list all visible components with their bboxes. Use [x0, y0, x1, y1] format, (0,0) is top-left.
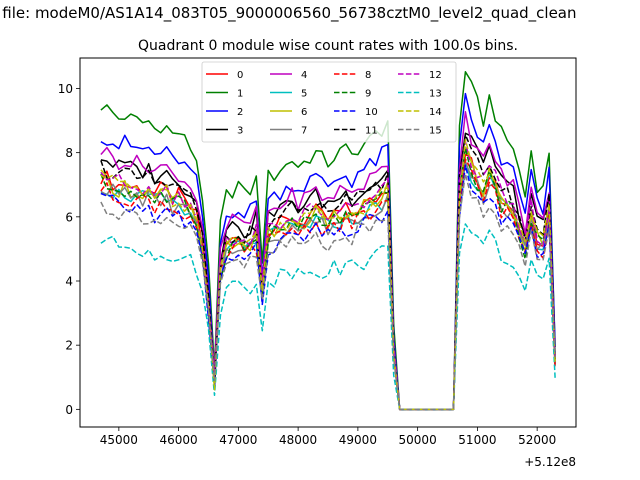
series-line-4 [100, 111, 556, 411]
x-tick-label: 49000 [339, 433, 377, 447]
legend-label-13: 13 [429, 89, 442, 100]
series-line-10 [100, 164, 556, 411]
legend-label-5: 5 [301, 89, 307, 100]
series-line-12 [100, 140, 556, 411]
y-tick-label: 2 [65, 339, 73, 353]
series-line-3 [100, 132, 556, 411]
legend-label-14: 14 [429, 107, 442, 118]
y-tick-label: 8 [65, 146, 73, 160]
legend-label-3: 3 [237, 126, 243, 137]
chart-title: Quadrant 0 module wise count rates with … [138, 38, 518, 54]
x-offset-text: +5.12e8 [524, 455, 576, 469]
x-tick-label: 45000 [100, 433, 138, 447]
series-line-14 [100, 138, 556, 411]
series-line-1 [100, 71, 556, 411]
axis-layer: 45000 46000 47000 48000 49000 50000 51000 52000… [58, 82, 557, 447]
x-tick-label: 48000 [279, 433, 317, 447]
legend-label-10: 10 [365, 107, 378, 118]
series-line-8 [100, 158, 556, 411]
x-tick-label: 52000 [518, 433, 556, 447]
x-tick-label: 50000 [399, 433, 437, 447]
x-tick-label: 47000 [219, 433, 257, 447]
x-tick-label: 51000 [458, 433, 496, 447]
series-line-11 [100, 134, 556, 411]
legend-label-6: 6 [301, 107, 307, 118]
series-line-13 [100, 223, 556, 411]
y-tick-label: 6 [65, 210, 73, 224]
legend-label-0: 0 [237, 70, 243, 81]
series-line-15 [100, 173, 556, 411]
legend-label-12: 12 [429, 70, 442, 81]
y-tick-label: 0 [65, 403, 73, 417]
legend-label-15: 15 [429, 126, 442, 137]
plot-frame [79, 57, 577, 428]
legend-label-7: 7 [301, 126, 307, 137]
legend-label-2: 2 [237, 107, 243, 118]
legend-frame [201, 61, 457, 143]
legend-label-8: 8 [365, 70, 371, 81]
legend-label-9: 9 [365, 89, 371, 100]
x-tick-label: 46000 [160, 433, 198, 447]
legend-label-4: 4 [301, 70, 307, 81]
series-layer [100, 71, 556, 411]
legend-label-11: 11 [365, 126, 378, 137]
series-line-9 [100, 147, 556, 411]
figure-suptitle: n file: modeM0/AS1A14_083T05_9000006560_… [0, 4, 577, 22]
y-tick-label: 10 [58, 82, 73, 96]
legend-label-1: 1 [237, 89, 243, 100]
series-line-2 [100, 92, 556, 411]
y-tick-label: 4 [65, 275, 73, 289]
